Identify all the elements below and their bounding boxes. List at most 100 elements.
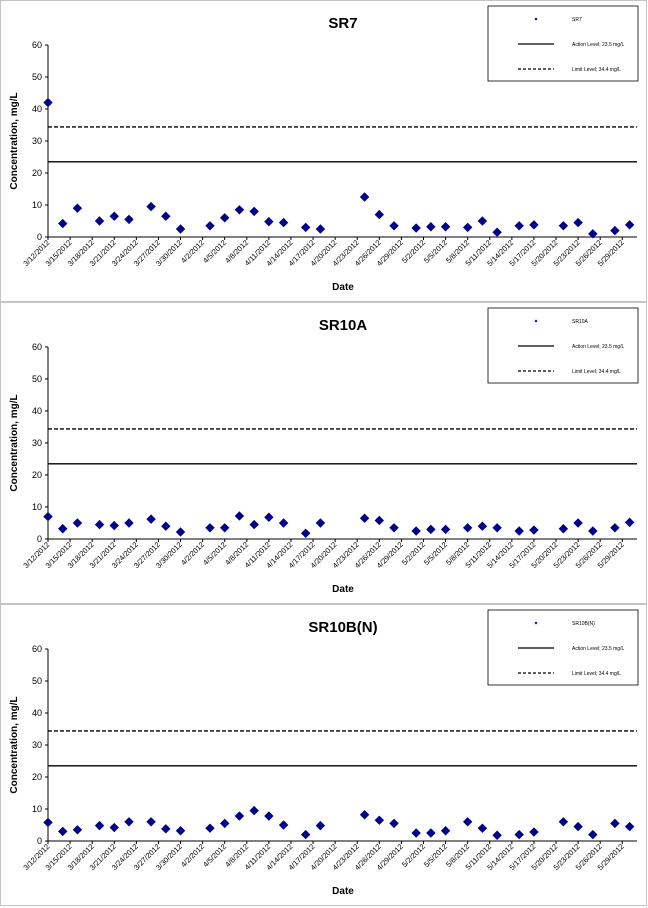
data-point	[264, 512, 274, 522]
data-point	[300, 829, 311, 840]
data-point	[300, 528, 311, 538]
y-tick-label: 40	[32, 708, 42, 718]
data-point	[624, 517, 635, 528]
data-point	[43, 97, 53, 108]
data-point	[43, 817, 53, 828]
x-tick-label: 4/2/2012	[179, 238, 206, 265]
legend: SR7 Action Level; 23.5 mg/L Limit Level; 3…	[487, 5, 639, 82]
legend-box	[487, 609, 639, 686]
data-point	[477, 521, 488, 531]
data-point	[610, 523, 620, 533]
data-point	[514, 526, 524, 536]
data-point	[94, 216, 105, 226]
data-point	[205, 221, 215, 231]
data-point	[514, 221, 524, 231]
data-point	[426, 222, 436, 232]
x-tick-label: 5/2/2012	[400, 238, 427, 265]
data-point	[492, 523, 502, 533]
x-tick-label: 4/2/2012	[179, 842, 206, 869]
y-tick-label: 0	[37, 836, 42, 846]
x-tick-label: 5/5/2012	[422, 238, 449, 265]
y-tick-label: 50	[32, 676, 42, 686]
data-point	[58, 826, 68, 837]
x-axis-label: Date	[332, 282, 354, 293]
data-point	[146, 201, 156, 212]
x-tick-label: 4/5/2012	[201, 540, 228, 567]
panel-frame	[0, 604, 647, 906]
data-point	[249, 206, 259, 217]
data-point	[374, 209, 385, 220]
y-tick-label: 60	[32, 342, 42, 352]
legend-marker	[534, 319, 538, 323]
x-tick-label: 4/2/2012	[179, 540, 206, 567]
data-point	[234, 811, 245, 821]
data-point	[374, 815, 385, 825]
legend-marker	[534, 17, 538, 21]
panel-frame	[0, 302, 647, 604]
data-point	[624, 821, 635, 832]
legend-label: Limit Level; 34.4 mg/L	[572, 671, 621, 677]
chart-panel: SR10B(N) 0 10 20 30 40 50 60 Concentration, mg/L…	[0, 604, 647, 906]
x-tick-label: 5/5/2012	[422, 540, 449, 567]
data-point	[278, 217, 289, 228]
data-point	[315, 224, 326, 234]
data-point	[610, 225, 620, 236]
data-point	[175, 826, 186, 836]
chart-panel: SR10A 0 10 20 30 40 50 60 Concentration, mg/L 3/1…	[0, 302, 647, 604]
data-point	[588, 829, 598, 840]
y-tick-label: 10	[32, 502, 42, 512]
data-point	[624, 220, 635, 230]
data-point	[426, 524, 436, 535]
data-point	[72, 203, 83, 213]
data-point	[300, 222, 311, 233]
y-tick-label: 0	[37, 534, 42, 544]
data-point	[440, 826, 451, 836]
data-point	[440, 222, 451, 232]
x-tick-label: 5/2/2012	[400, 540, 427, 567]
data-point	[573, 821, 583, 832]
y-tick-label: 30	[32, 438, 42, 448]
x-tick-label: 5/2/2012	[400, 842, 427, 869]
data-point	[462, 222, 473, 233]
data-point	[588, 229, 598, 239]
legend-label: SR7	[572, 17, 582, 23]
data-point	[264, 811, 274, 821]
data-point	[161, 824, 171, 834]
data-point	[58, 218, 68, 229]
data-point	[264, 216, 274, 227]
data-point	[529, 525, 539, 535]
y-axis-label: Concentration, mg/L	[9, 394, 20, 491]
data-point	[94, 519, 105, 530]
y-tick-label: 50	[32, 374, 42, 384]
legend-box	[487, 307, 639, 384]
data-point	[558, 817, 569, 827]
legend-label: Action Level; 23.5 mg/L	[572, 344, 624, 350]
x-tick-label: 4/5/2012	[201, 238, 228, 265]
legend-marker	[534, 621, 538, 625]
data-point	[58, 524, 68, 534]
y-axis-label: Concentration, mg/L	[9, 92, 20, 189]
legend-label: SR10A	[572, 319, 589, 325]
y-tick-label: 10	[32, 804, 42, 814]
data-point	[315, 820, 326, 831]
data-point	[175, 527, 186, 537]
data-point	[359, 810, 370, 820]
y-tick-label: 40	[32, 104, 42, 114]
data-point	[146, 514, 156, 524]
data-point	[109, 211, 119, 221]
data-point	[109, 822, 119, 833]
data-point	[234, 205, 245, 215]
data-point	[514, 829, 524, 840]
data-point	[411, 526, 421, 536]
data-point	[359, 192, 370, 202]
y-tick-label: 20	[32, 168, 42, 178]
y-tick-label: 20	[32, 772, 42, 782]
chart-title: SR7	[328, 15, 357, 32]
data-point	[359, 513, 370, 523]
data-point	[205, 523, 215, 533]
y-tick-label: 30	[32, 136, 42, 146]
legend: SR10A Action Level; 23.5 mg/L Limit Level;…	[487, 307, 639, 384]
